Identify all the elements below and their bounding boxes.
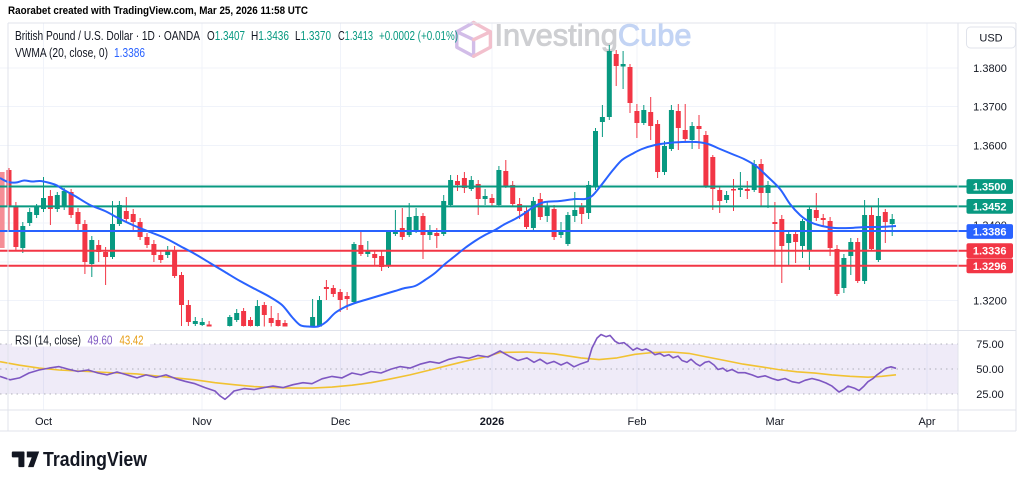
svg-text:1.3800: 1.3800 bbox=[973, 63, 1007, 75]
svg-text:+0.0002 (+0.01%): +0.0002 (+0.01%) bbox=[379, 28, 458, 43]
svg-text:RSI (14, close): RSI (14, close) bbox=[15, 333, 81, 348]
svg-text:USD: USD bbox=[979, 33, 1002, 45]
svg-text:49.60: 49.60 bbox=[88, 333, 113, 348]
svg-text:75.00: 75.00 bbox=[976, 339, 1004, 351]
svg-text:Nov: Nov bbox=[192, 416, 212, 428]
svg-text:1.3386: 1.3386 bbox=[973, 227, 1007, 239]
svg-text:1.3296: 1.3296 bbox=[973, 261, 1007, 273]
svg-text:1.3500: 1.3500 bbox=[973, 182, 1007, 194]
svg-text:Raorabet created with TradingV: Raorabet created with TradingView.com, M… bbox=[8, 5, 308, 17]
svg-text:1.3700: 1.3700 bbox=[973, 102, 1007, 114]
svg-text:O1.3407: O1.3407 bbox=[207, 28, 245, 43]
svg-text:C1.3413: C1.3413 bbox=[338, 28, 373, 43]
svg-text:Oct: Oct bbox=[35, 416, 52, 428]
svg-text:Feb: Feb bbox=[628, 416, 647, 428]
svg-text:1.3452: 1.3452 bbox=[973, 201, 1007, 213]
svg-text:1.3600: 1.3600 bbox=[973, 141, 1007, 153]
svg-text:50.00: 50.00 bbox=[976, 364, 1004, 376]
svg-text:L1.3370: L1.3370 bbox=[295, 28, 331, 43]
svg-text:British Pound / U.S. Dollar ·: British Pound / U.S. Dollar · 1D · OANDA bbox=[15, 28, 200, 43]
svg-text:Dec: Dec bbox=[331, 416, 351, 428]
svg-text:InvestingCube: InvestingCube bbox=[495, 19, 692, 53]
svg-text:Apr: Apr bbox=[918, 416, 935, 428]
svg-text:VWMA (20, close, 0): VWMA (20, close, 0) bbox=[15, 45, 108, 60]
svg-text:1.3200: 1.3200 bbox=[973, 296, 1007, 308]
svg-text:2026: 2026 bbox=[480, 416, 504, 428]
svg-text:1.3386: 1.3386 bbox=[114, 45, 145, 60]
svg-text:25.00: 25.00 bbox=[976, 389, 1004, 401]
svg-text:43.42: 43.42 bbox=[120, 333, 144, 348]
svg-text:H1.3436: H1.3436 bbox=[251, 28, 289, 43]
svg-text:1.3336: 1.3336 bbox=[973, 246, 1007, 258]
svg-text:Mar: Mar bbox=[766, 416, 785, 428]
svg-text:TradingView: TradingView bbox=[43, 448, 147, 471]
